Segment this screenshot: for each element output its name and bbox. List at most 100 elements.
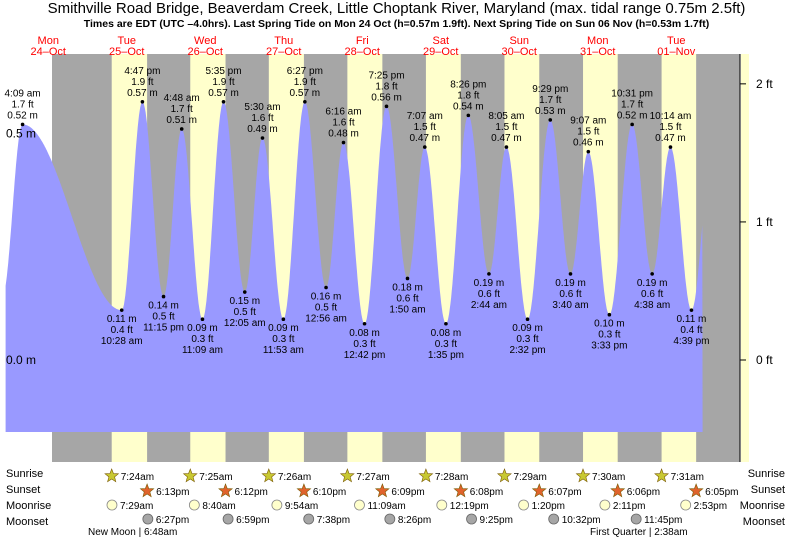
high-tide-ft-label: 1.7 ft bbox=[171, 104, 193, 115]
high-tide-m-label: 0.47 m bbox=[655, 133, 686, 144]
day-date-label: 29–Oct bbox=[423, 46, 458, 58]
low-tide-time-label: 1:50 am bbox=[389, 304, 425, 315]
sunrise-time: 7:26am bbox=[278, 472, 311, 483]
high-tide-point bbox=[221, 99, 226, 104]
sunrise-time: 7:25am bbox=[199, 472, 232, 483]
high-tide-point bbox=[548, 118, 553, 122]
low-tide-time-label: 2:32 pm bbox=[509, 345, 545, 356]
first-quarter-label: First Quarter | 2:38am bbox=[590, 527, 688, 538]
high-tide-point bbox=[422, 145, 427, 149]
high-tide-ft-label: 1.6 ft bbox=[251, 113, 273, 124]
low-tide-point bbox=[487, 272, 491, 276]
high-tide-m-label: 0.52 m bbox=[617, 110, 648, 121]
low-tide-ft-label: 0.3 ft bbox=[516, 334, 538, 345]
low-tide-m-label: 0.19 m bbox=[474, 278, 505, 289]
day-name-label: Tue bbox=[117, 35, 136, 47]
moonset-label-left: Moonset bbox=[6, 516, 49, 528]
high-tide-ft-label: 1.5 ft bbox=[577, 127, 599, 138]
moonrise-time: 1:20pm bbox=[532, 501, 565, 512]
low-tide-point bbox=[324, 285, 328, 290]
sunrise-icon bbox=[418, 468, 434, 483]
moonset-time: 6:27pm bbox=[156, 515, 189, 526]
day-date-label: 27–Oct bbox=[266, 46, 301, 58]
sunrise-icon bbox=[339, 468, 355, 483]
low-tide-time-label: 11:15 pm bbox=[143, 323, 184, 334]
low-tide-time-label: 12:05 am bbox=[224, 318, 266, 329]
high-tide-point bbox=[140, 99, 145, 104]
high-tide-m-label: 0.53 m bbox=[535, 106, 566, 117]
low-tide-m-label: 0.10 m bbox=[594, 319, 625, 330]
chart-subtitle: Times are EDT (UTC –4.0hrs). Last Spring… bbox=[83, 18, 710, 30]
low-tide-time-label: 12:42 pm bbox=[344, 350, 386, 361]
moonrise-icon bbox=[436, 499, 448, 511]
high-tide-time-label: 10:31 pm bbox=[611, 88, 653, 99]
right-axis-tick-label: 2 ft bbox=[756, 77, 773, 91]
right-axis-tick-label: 1 ft bbox=[756, 215, 773, 229]
day-name-label: Sat bbox=[432, 35, 449, 47]
sunset-time: 6:13pm bbox=[156, 487, 189, 498]
high-tide-ft-label: 1.8 ft bbox=[457, 90, 479, 101]
high-tide-point bbox=[179, 127, 184, 131]
high-tide-m-label: 0.47 m bbox=[491, 133, 522, 144]
high-tide-time-label: 6:27 pm bbox=[287, 66, 323, 77]
low-tide-ft-label: 0.3 ft bbox=[353, 339, 375, 350]
high-tide-point bbox=[20, 122, 25, 127]
moonrise-icon bbox=[599, 499, 611, 511]
moonrise-label-right: Moonrise bbox=[739, 500, 785, 512]
day-date-label: 31–Oct bbox=[580, 46, 615, 58]
high-tide-m-label: 0.57 m bbox=[290, 88, 321, 99]
high-tide-time-label: 5:30 am bbox=[244, 102, 280, 113]
high-tide-time-label: 8:26 pm bbox=[450, 79, 486, 90]
right-axis-strip bbox=[741, 54, 749, 462]
low-tide-time-label: 4:38 am bbox=[634, 300, 670, 311]
low-tide-time-label: 10:28 am bbox=[101, 336, 143, 347]
sunrise-icon bbox=[182, 468, 198, 483]
sunrise-icon bbox=[261, 468, 277, 483]
moonset-icon bbox=[142, 513, 154, 525]
low-tide-point bbox=[242, 290, 247, 294]
high-tide-time-label: 7:25 pm bbox=[368, 70, 404, 81]
low-tide-m-label: 0.11 m bbox=[677, 314, 707, 325]
high-tide-m-label: 0.54 m bbox=[453, 101, 484, 112]
high-tide-ft-label: 1.5 ft bbox=[659, 122, 681, 133]
high-tide-time-label: 7:07 am bbox=[407, 111, 443, 122]
day-date-label: 01–Nov bbox=[657, 46, 695, 58]
sunrise-label-right: Sunrise bbox=[747, 468, 785, 480]
high-tide-time-label: 5:35 pm bbox=[205, 66, 241, 77]
moonset-icon bbox=[466, 513, 477, 525]
left-axis-tick-label: 0.0 m bbox=[6, 353, 36, 367]
moonset-icon bbox=[630, 513, 642, 525]
moonrise-label-left: Moonrise bbox=[6, 500, 52, 512]
high-tide-m-label: 0.57 m bbox=[208, 88, 239, 99]
left-axis-tick-label: 0.5 m bbox=[6, 127, 36, 141]
sunset-icon bbox=[218, 483, 234, 498]
low-tide-point bbox=[650, 272, 654, 276]
low-tide-point bbox=[689, 308, 694, 312]
low-tide-point bbox=[281, 317, 286, 322]
sunset-icon bbox=[688, 483, 704, 498]
high-tide-m-label: 0.48 m bbox=[328, 129, 359, 140]
low-tide-m-label: 0.18 m bbox=[392, 282, 423, 293]
low-tide-m-label: 0.14 m bbox=[148, 301, 179, 312]
low-tide-ft-label: 0.3 ft bbox=[191, 334, 213, 345]
low-tide-m-label: 0.09 m bbox=[187, 323, 218, 334]
moonrise-time: 12:19pm bbox=[450, 501, 489, 512]
day-name-label: Fri bbox=[356, 35, 369, 47]
high-tide-time-label: 8:05 am bbox=[488, 111, 524, 122]
moonset-icon bbox=[548, 513, 560, 525]
high-tide-point bbox=[384, 104, 389, 109]
sunrise-time: 7:29am bbox=[513, 472, 546, 483]
sunset-icon bbox=[374, 483, 390, 498]
day-name-label: Tue bbox=[667, 35, 686, 47]
low-tide-ft-label: 0.4 ft bbox=[680, 325, 702, 336]
moonrise-icon bbox=[354, 499, 365, 511]
sunrise-time: 7:27am bbox=[356, 472, 389, 483]
moonrise-icon bbox=[518, 499, 530, 511]
low-tide-m-label: 0.09 m bbox=[512, 323, 543, 334]
moonset-time: 9:25pm bbox=[480, 515, 513, 526]
low-tide-ft-label: 0.4 ft bbox=[111, 325, 133, 336]
high-tide-ft-label: 1.7 ft bbox=[539, 95, 561, 106]
low-tide-time-label: 11:53 am bbox=[263, 345, 304, 356]
low-tide-m-label: 0.09 m bbox=[268, 323, 299, 334]
